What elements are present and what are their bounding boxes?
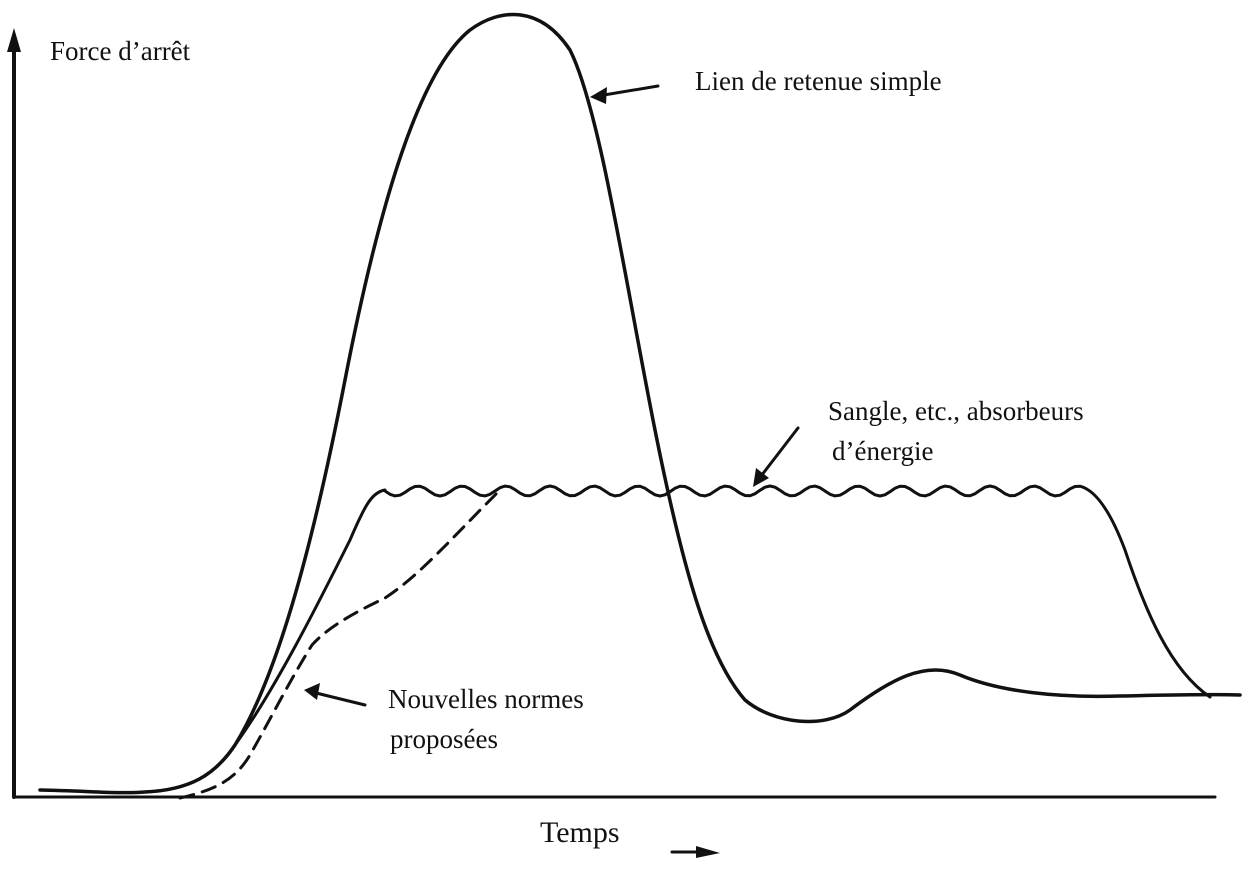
y-axis-label: Force d’arrêt: [50, 36, 191, 66]
annotation-arrow: [596, 84, 660, 98]
annotation: Lien de retenue simple: [695, 66, 942, 96]
y-axis-arrow: [7, 28, 21, 52]
annotation-arrowhead: [590, 87, 607, 104]
annotation: d’énergie: [832, 436, 933, 466]
annotation-arrowhead: [753, 468, 769, 487]
proposed-curve: [178, 488, 502, 800]
annotation-arrowhead: [304, 683, 320, 700]
x-axis-label: Temps: [540, 816, 620, 849]
annotation-arrow: [310, 690, 367, 707]
annotation: Nouvelles normes: [388, 684, 584, 714]
annotation-arrow: [756, 426, 800, 482]
time-arrowhead: [696, 846, 720, 858]
simple-lanyard-curve: [38, 12, 1242, 795]
annotation: proposées: [390, 724, 498, 754]
absorber-curve: [143, 484, 1212, 794]
annotation: Sangle, etc., absorbeurs: [828, 396, 1084, 426]
